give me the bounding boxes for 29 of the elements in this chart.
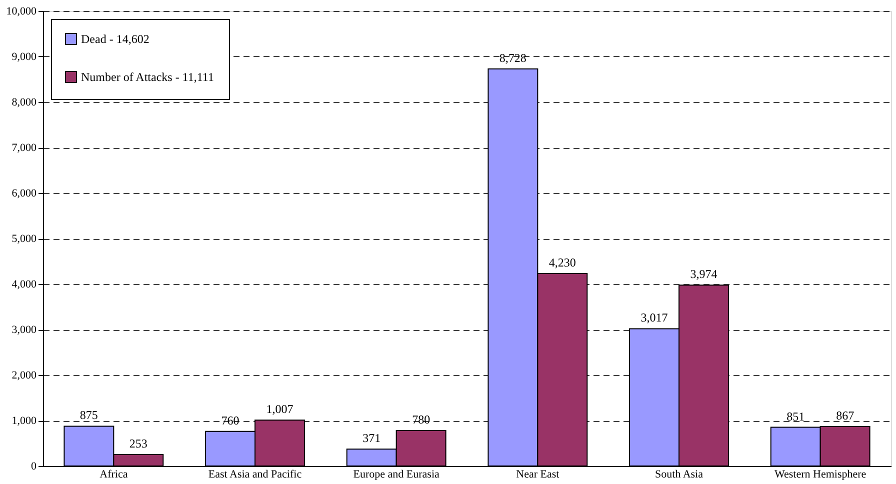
y-tick-label: 7,000 bbox=[12, 142, 37, 154]
y-tick-label: 6,000 bbox=[12, 188, 37, 200]
y-tick-label: 4,000 bbox=[12, 278, 37, 290]
y-tick-label: 0 bbox=[31, 460, 37, 472]
data-label: 867 bbox=[836, 408, 854, 423]
legend-label: Number of Attacks - 11,111 bbox=[81, 70, 214, 84]
x-tick-label: Near East bbox=[516, 468, 560, 480]
legend-label: Dead - 14,602 bbox=[81, 32, 150, 46]
y-tick-label: 8,000 bbox=[12, 96, 37, 108]
x-tick-label: South Asia bbox=[655, 468, 704, 480]
data-label: 851 bbox=[786, 409, 805, 424]
y-tick-label: 3,000 bbox=[12, 324, 37, 336]
data-label: 3,974 bbox=[690, 267, 718, 282]
data-label: 1,007 bbox=[266, 402, 294, 416]
y-tick-label: 5,000 bbox=[12, 233, 37, 245]
data-label: 3,017 bbox=[640, 310, 668, 325]
data-label: 253 bbox=[129, 436, 148, 450]
data-label: 4,230 bbox=[548, 256, 576, 270]
y-tick-label: 1,000 bbox=[12, 415, 37, 427]
y-tick-label: 9,000 bbox=[12, 51, 37, 63]
y-tick-label: 10,000 bbox=[6, 6, 37, 18]
data-label: 875 bbox=[80, 408, 98, 422]
x-tick-label: East Asia and Pacific bbox=[208, 468, 302, 480]
y-tick-label: 2,000 bbox=[12, 370, 37, 382]
x-tick-label: Western Hemisphere bbox=[774, 468, 866, 480]
data-label: 8,728 bbox=[499, 50, 526, 65]
x-tick-label: Europe and Eurasia bbox=[353, 468, 440, 480]
x-tick-label: Africa bbox=[100, 468, 128, 480]
data-label: 371 bbox=[362, 431, 381, 446]
